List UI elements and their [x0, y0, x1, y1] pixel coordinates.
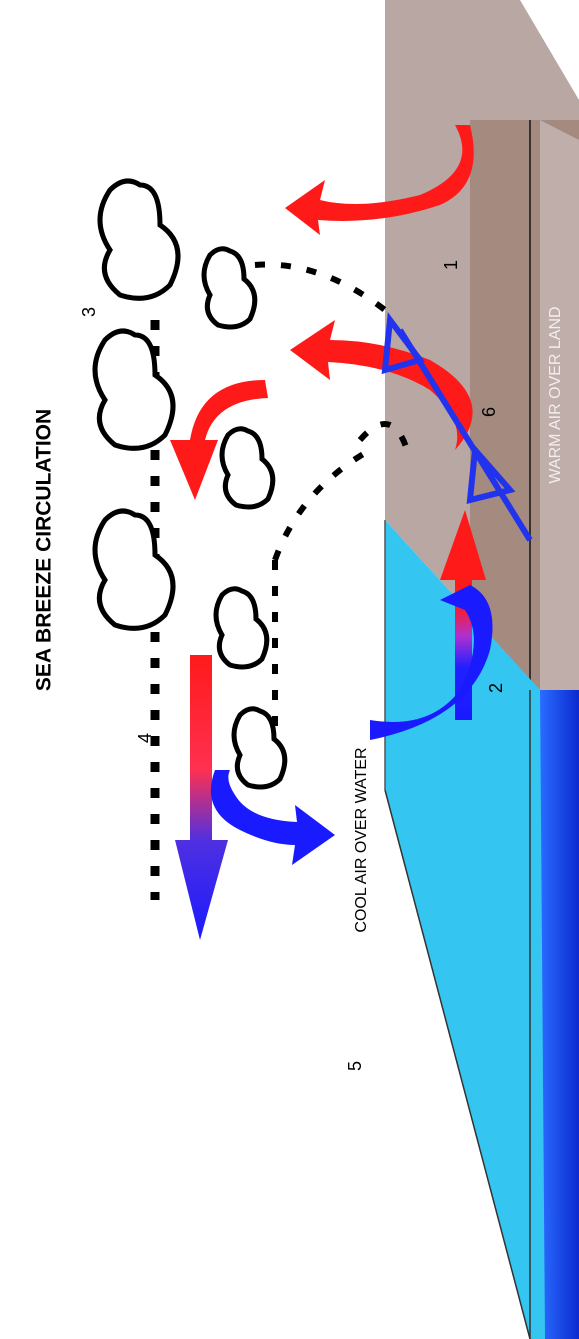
water	[384, 520, 579, 1339]
marker-label: 5	[345, 1061, 365, 1071]
marker-label: 2	[486, 683, 506, 693]
water-label: COOL AIR OVER WATER	[353, 747, 370, 932]
arrows	[170, 125, 493, 940]
marker-label: 4	[135, 733, 155, 743]
land-label: WARM AIR OVER LAND	[547, 306, 564, 483]
marker-label: 3	[79, 307, 99, 317]
diagram-title: SEA BREEZE CIRCULATION	[33, 409, 56, 691]
clouds	[92, 178, 288, 790]
marker-label: 1	[441, 260, 461, 270]
marker-label: 6	[479, 407, 499, 417]
land	[385, 0, 579, 690]
sea-breeze-front	[381, 312, 533, 542]
